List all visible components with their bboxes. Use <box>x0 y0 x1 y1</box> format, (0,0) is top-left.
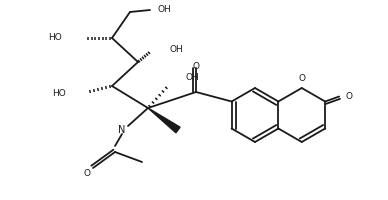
Text: HO: HO <box>48 33 62 43</box>
Polygon shape <box>148 108 180 133</box>
Text: O: O <box>83 168 90 178</box>
Text: O: O <box>345 92 352 101</box>
Text: HO: HO <box>52 88 66 98</box>
Text: OH: OH <box>158 5 172 15</box>
Text: O: O <box>192 62 199 71</box>
Text: O: O <box>298 74 305 83</box>
Text: OH: OH <box>170 46 184 54</box>
Text: OH: OH <box>186 73 200 82</box>
Text: N: N <box>118 125 126 135</box>
